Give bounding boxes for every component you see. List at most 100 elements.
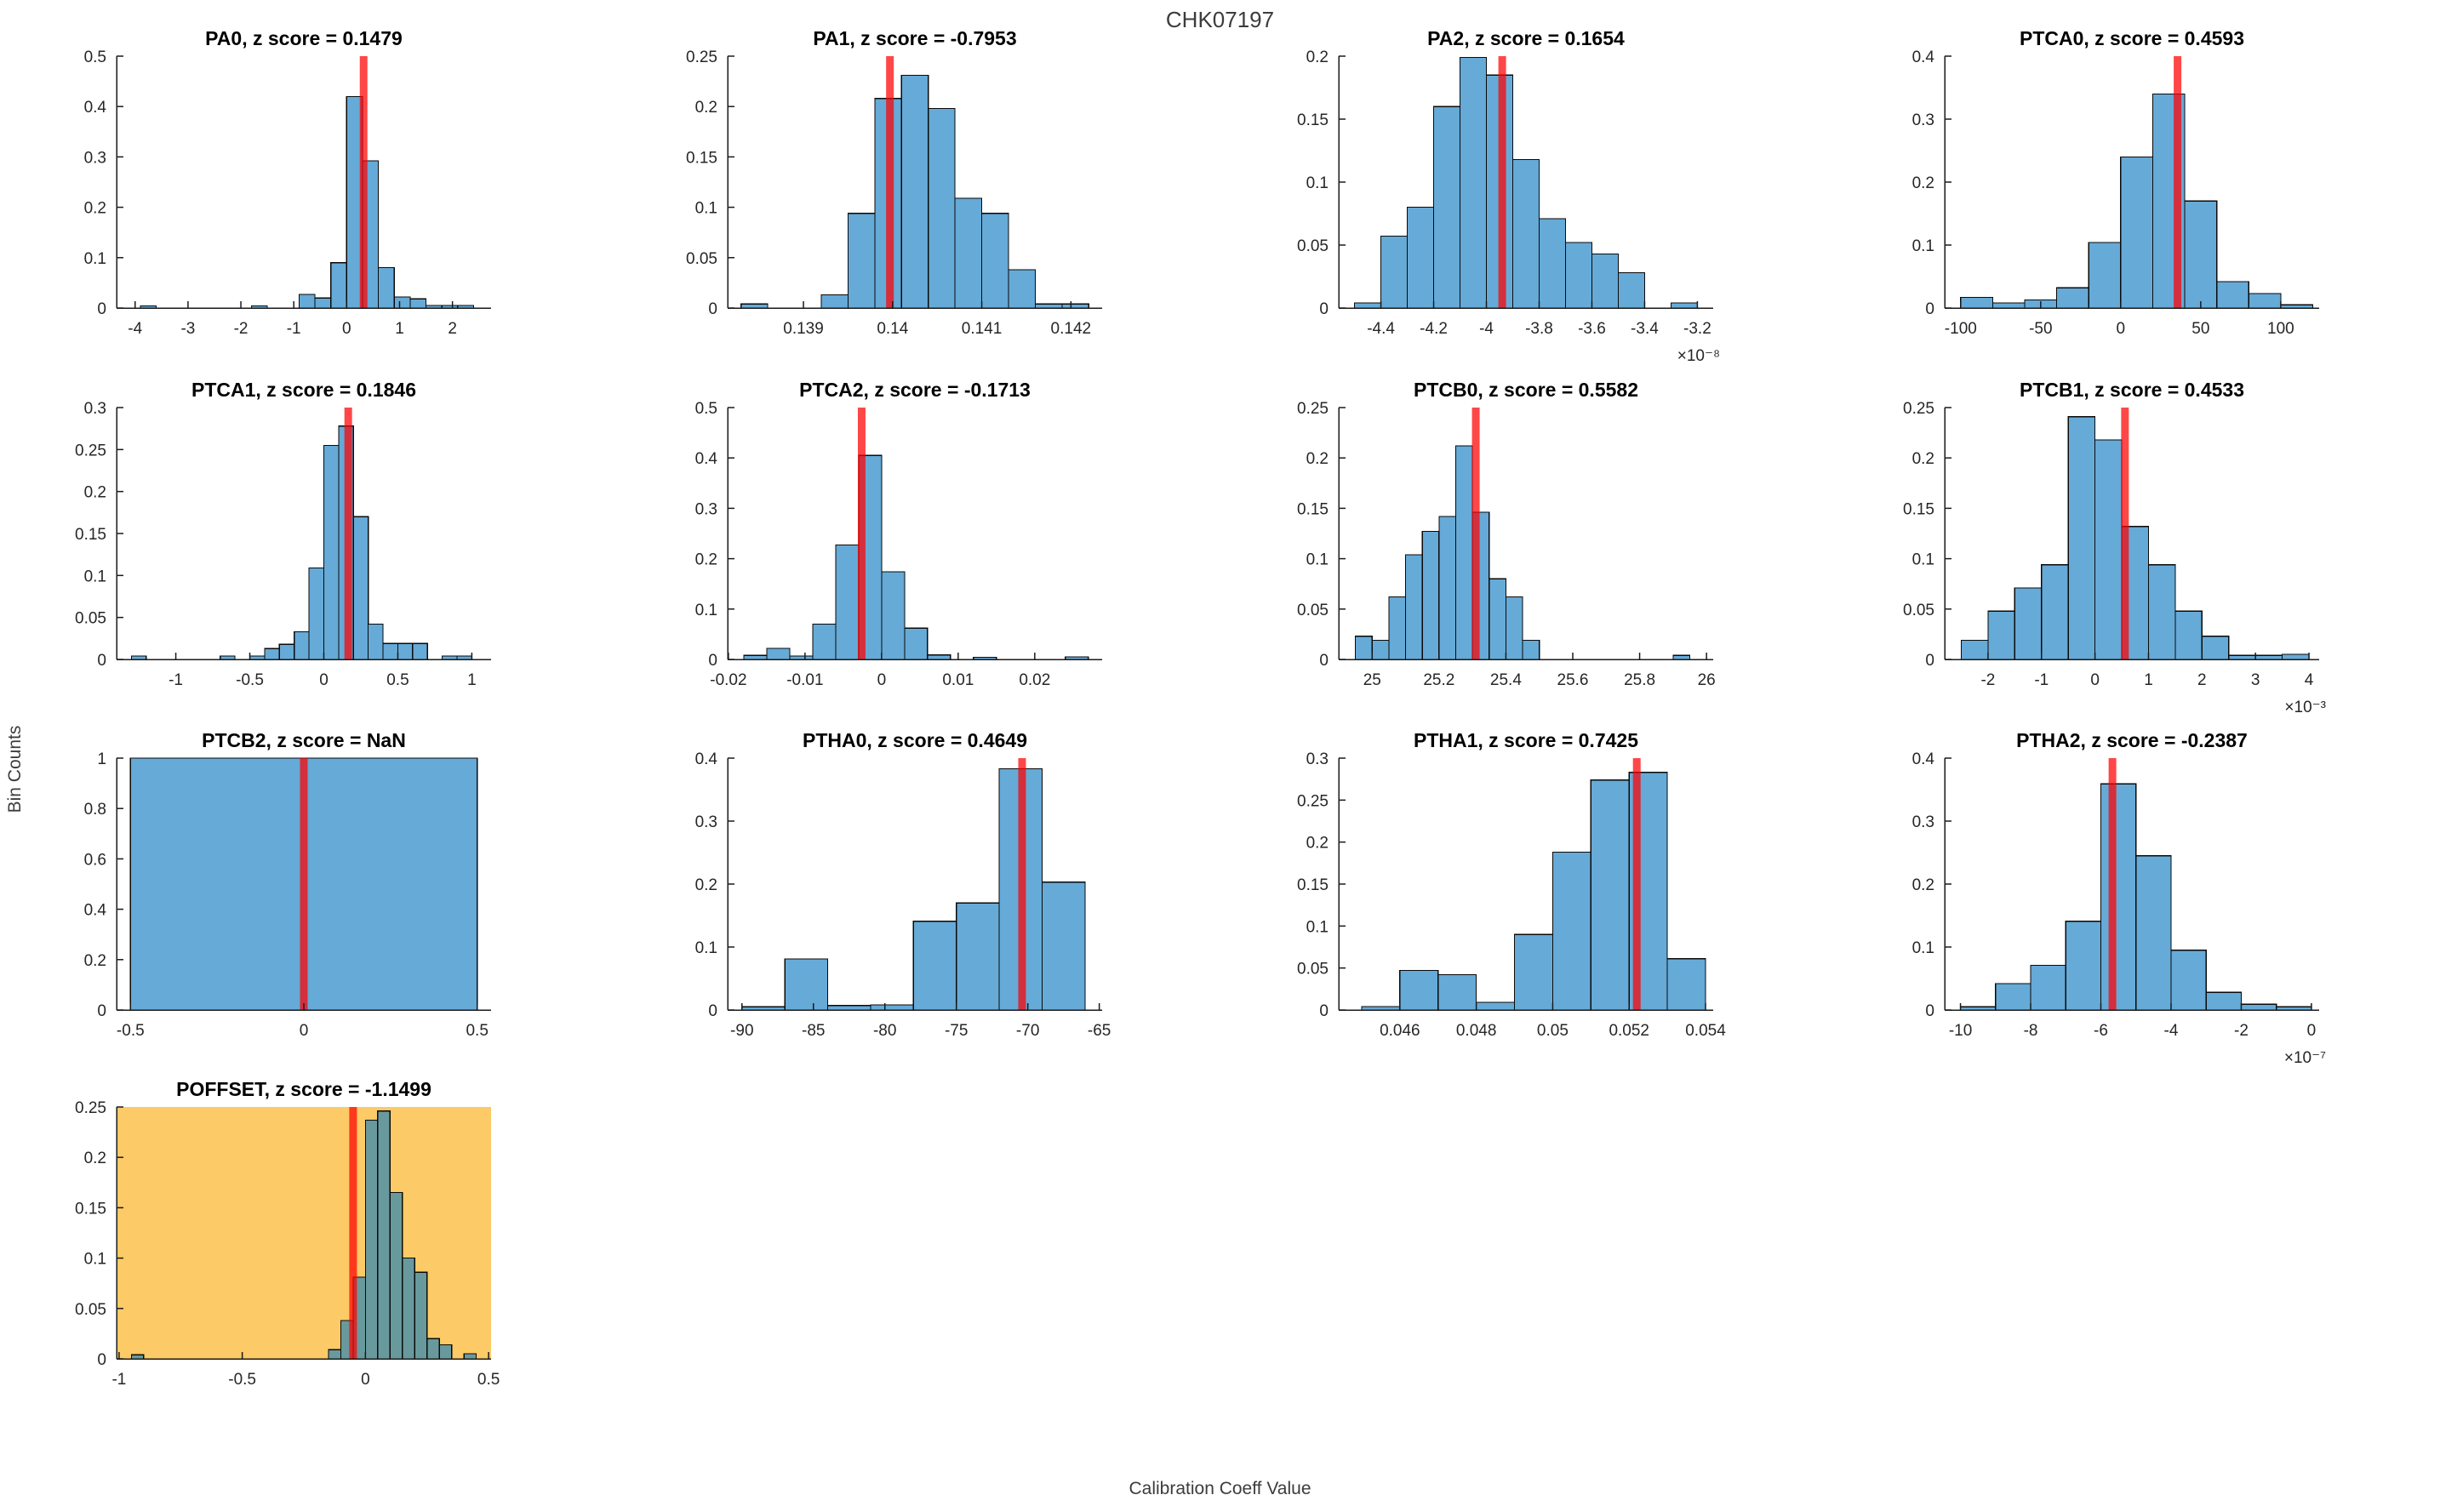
x-tick-label: -3.6	[1578, 320, 1606, 338]
x-tick-label: -4.2	[1420, 320, 1448, 338]
x-tick-label: 0.05	[1537, 1022, 1569, 1040]
histogram-bar	[927, 654, 951, 660]
histogram-bar	[980, 213, 1009, 309]
x-tick-label: 25.8	[1624, 671, 1655, 689]
x-tick-label: 0	[877, 671, 887, 689]
z-score-marker-line	[2121, 408, 2129, 659]
z-score-marker-line	[1632, 758, 1641, 1010]
y-tick-label: 0.4	[695, 750, 718, 768]
x-tick-label: 0.052	[1609, 1022, 1649, 1040]
x-tick-label: 1	[395, 320, 404, 338]
y-tick-label: 0.25	[1297, 792, 1329, 810]
z-score-marker-line	[857, 408, 866, 659]
y-tick-label: 0.05	[1297, 602, 1329, 619]
histogram-bar	[1476, 1001, 1516, 1011]
y-axis-label: Bin Counts	[5, 725, 25, 813]
x-tick-label: -4	[2164, 1022, 2179, 1040]
subplot-PTCA1: -1 -0.5 0 0.5 1 0 0.05 0.1 0.15 0.2 0.25 0.3 PTCA1, …	[75, 379, 491, 689]
x-tick-label: -4	[1479, 320, 1494, 338]
y-tick-label: 0.2	[1912, 876, 1934, 894]
x-tick-label: -3.8	[1525, 320, 1553, 338]
y-tick-label: 0	[97, 1002, 106, 1020]
histogram-bar	[330, 262, 347, 309]
y-tick-label: 0.4	[84, 902, 107, 920]
y-tick-label: 0.05	[686, 250, 717, 268]
x-tick-label: -4.4	[1367, 320, 1395, 338]
subplot-title: PA1, z score = -0.7953	[813, 27, 1016, 49]
x-tick-label: 2	[448, 320, 457, 338]
y-tick-label: 0.5	[84, 48, 106, 66]
axis-exponent-label: ×10⁻³	[2284, 699, 2326, 716]
histogram-bar	[352, 516, 369, 660]
y-tick-label: 0.2	[1306, 450, 1329, 468]
histogram-bar	[2056, 287, 2089, 309]
z-score-marker-line	[2174, 56, 2182, 308]
y-tick-label: 0.1	[695, 939, 717, 957]
histogram-bar	[835, 545, 860, 660]
histogram-bar	[1960, 639, 1989, 660]
y-tick-label: 0.15	[1903, 500, 1934, 518]
histogram-bar	[1564, 242, 1593, 309]
x-tick-label: 1	[467, 671, 477, 689]
subplot-canvas-PTCB1: -2 -1 0 1 2 3 4 0 0.05 0.1 0.15 0.2 0.25 ×10⁻³ PTCB1, …	[1903, 379, 2326, 716]
y-tick-label: 0.2	[84, 952, 106, 970]
histogram-bar	[954, 197, 983, 309]
y-tick-label: 0	[97, 652, 106, 670]
subplot-PTCB0: 25 25.2 25.4 25.6 25.8 26 0 0.05 0.1 0.15 0.2 0.25 P…	[1297, 379, 1716, 689]
histogram-bar	[2216, 281, 2249, 309]
x-tick-label: -3.2	[1683, 320, 1711, 338]
x-tick-label: -0.01	[786, 671, 823, 689]
x-tick-label: 0	[361, 1371, 370, 1389]
y-tick-label: 0.1	[84, 568, 106, 585]
histogram-bar	[308, 567, 325, 660]
x-tick-label: 4	[2305, 671, 2314, 689]
histogram-bar	[1008, 269, 1037, 309]
x-tick-label: -2	[1980, 671, 1995, 689]
y-tick-label: 0.2	[695, 551, 717, 569]
histogram-bar	[426, 1338, 440, 1360]
histogram-bar	[377, 1110, 391, 1360]
x-tick-label: -65	[1088, 1022, 1111, 1040]
y-tick-label: 0.1	[84, 1251, 106, 1269]
histogram-bar	[264, 648, 280, 660]
x-tick-label: 0.048	[1456, 1022, 1497, 1040]
y-tick-label: 0.2	[1306, 835, 1329, 853]
x-tick-label: 100	[2267, 320, 2294, 338]
histogram-bar	[328, 1349, 342, 1360]
subplot-canvas-PTCA0: -100 -50 0 50 100 0 0.1 0.2 0.3 0.4 PTCA0, z score…	[1912, 27, 2319, 338]
subplot-title: PTCA2, z score = -0.1713	[799, 379, 1031, 401]
subplot-canvas-PTHA0: -90 -85 -80 -75 -70 -65 0 0.1 0.2 0.3 0.4 PTHA0, z …	[695, 729, 1111, 1040]
y-tick-label: 0	[1925, 300, 1934, 318]
x-tick-label: 3	[2251, 671, 2260, 689]
subplot-PA1: 0.139 0.14 0.141 0.142 0 0.05 0.1 0.15 0.2 0.25 PA…	[686, 27, 1102, 338]
y-tick-label: 0.1	[1306, 918, 1329, 936]
y-tick-label: 0	[97, 300, 106, 318]
histogram-bar	[438, 1344, 453, 1360]
x-tick-label: 0.141	[962, 320, 1003, 338]
histogram-bar	[2041, 564, 2069, 660]
y-tick-label: 0	[1319, 300, 1329, 318]
histogram-bar	[368, 623, 384, 660]
subplot-canvas-PA1: 0.139 0.14 0.141 0.142 0 0.05 0.1 0.15 0.2 0.25 PA…	[686, 27, 1102, 338]
y-tick-label: 0.05	[1903, 602, 1934, 619]
y-tick-label: 0.05	[75, 1301, 106, 1319]
y-tick-label: 0.1	[1912, 237, 1934, 255]
histogram-bar	[1590, 779, 1630, 1011]
x-tick-label: -70	[1016, 1022, 1039, 1040]
histogram-bar	[2170, 950, 2207, 1011]
x-tick-label: -8	[2024, 1022, 2038, 1040]
y-tick-label: 0.2	[1912, 174, 1934, 192]
y-tick-label: 0.2	[84, 1150, 106, 1167]
x-tick-label: 0	[342, 320, 351, 338]
histogram-bar	[1371, 639, 1390, 660]
histogram-bar	[1960, 296, 1994, 309]
y-tick-label: 0.15	[75, 1200, 106, 1218]
subplot-title: PTCA1, z score = 0.1846	[191, 379, 416, 401]
histogram-bar	[414, 1271, 428, 1360]
axis-exponent-label: ×10⁻⁸	[1677, 347, 1720, 365]
histogram-bar	[1399, 970, 1439, 1011]
z-score-marker-line	[1018, 758, 1026, 1010]
y-tick-label: 0.15	[1297, 111, 1329, 129]
subplot-canvas-PA2: -4.4 -4.2 -4 -3.8 -3.6 -3.4 -3.2 0 0.05 0.1 0.15 0.…	[1297, 27, 1720, 365]
